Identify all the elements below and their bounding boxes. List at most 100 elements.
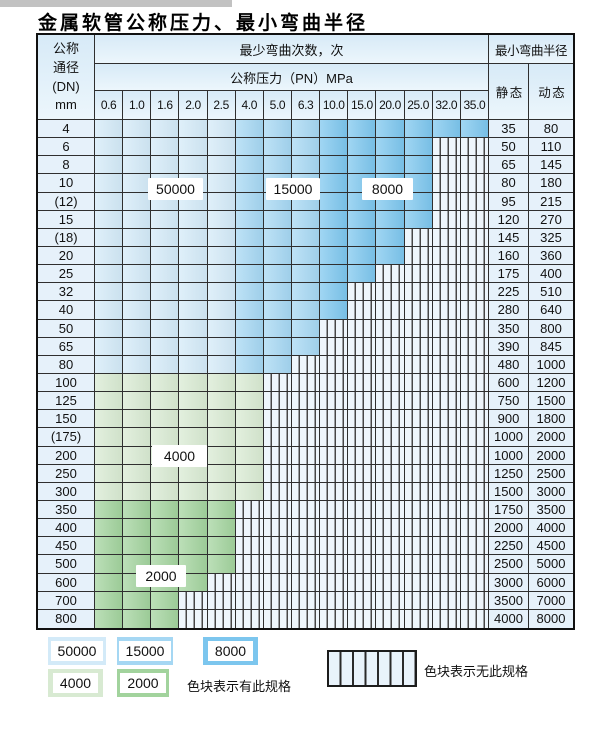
spec-cell — [235, 265, 264, 284]
no-spec-cell — [291, 537, 321, 556]
spec-cell — [151, 138, 180, 157]
legend-swatch-15000: 15000 — [117, 637, 173, 665]
no-spec-cell — [320, 392, 349, 411]
no-spec-cell — [348, 392, 377, 411]
dn-cell: 250 — [38, 464, 95, 483]
spec-cell — [95, 301, 124, 320]
no-spec-cell — [320, 319, 349, 338]
spec-cell — [151, 519, 180, 538]
dynamic-radius-cell: 4500 — [528, 537, 573, 556]
dynamic-radius-cell: 4000 — [528, 519, 573, 538]
spec-cell — [207, 392, 236, 411]
static-radius-cell: 175 — [488, 265, 529, 284]
spec-cell — [95, 265, 124, 284]
spec-cell — [263, 210, 292, 229]
spec-cell — [207, 482, 236, 501]
spec-cell — [179, 120, 208, 139]
no-spec-cell — [320, 519, 349, 538]
table-row: (12) 95 215 — [38, 192, 573, 211]
spec-cell — [404, 210, 433, 229]
spec-cell — [320, 210, 349, 229]
dynamic-radius-cell: 510 — [528, 283, 573, 302]
static-radius-cell: 1000 — [488, 446, 529, 465]
no-spec-cell — [348, 464, 377, 483]
pressure-value-header: 10.0 — [320, 91, 349, 120]
bend-times-header: 最少弯曲次数，次 — [95, 35, 489, 64]
no-spec-cell — [263, 591, 292, 610]
spec-cell — [207, 174, 236, 193]
spec-cell — [235, 192, 264, 211]
dynamic-radius-cell: 8000 — [528, 609, 573, 628]
spec-cell — [348, 210, 377, 229]
spec-cell — [179, 500, 208, 520]
cycle-label-8000: 8000 — [362, 178, 413, 200]
spec-cell — [404, 120, 433, 139]
dn-cell: 450 — [38, 537, 95, 556]
spec-cell — [291, 246, 321, 266]
spec-cell — [320, 301, 349, 320]
table-row: 800 4000 8000 — [38, 609, 573, 628]
dn-cell: 600 — [38, 573, 95, 592]
spec-cell — [179, 319, 208, 338]
spec-cell — [207, 464, 236, 483]
spec-cell — [151, 265, 180, 284]
no-spec-cell — [460, 355, 489, 374]
pressure-value-header: 1.6 — [151, 91, 180, 120]
no-spec-cell — [235, 573, 264, 592]
table-row: 4 35 80 — [38, 120, 573, 139]
spec-cell — [123, 337, 152, 356]
spec-cell — [123, 591, 152, 610]
no-spec-cell — [404, 410, 433, 429]
no-spec-cell — [432, 228, 461, 247]
spec-cell — [151, 428, 180, 447]
dynamic-radius-cell: 180 — [528, 174, 573, 193]
static-radius-cell: 2500 — [488, 555, 529, 574]
table-row: 125 750 1500 — [38, 392, 573, 411]
spec-cell — [179, 265, 208, 284]
no-spec-cell — [263, 537, 292, 556]
spec-cell — [320, 265, 349, 284]
spec-cell — [179, 392, 208, 411]
spec-cell — [123, 192, 152, 211]
dn-cell: 300 — [38, 482, 95, 501]
no-spec-cell — [291, 446, 321, 465]
dn-cell: 100 — [38, 373, 95, 393]
no-spec-cell — [432, 138, 461, 157]
spec-cell — [207, 555, 236, 574]
spec-cell — [179, 138, 208, 157]
spec-cell — [151, 482, 180, 501]
no-spec-cell — [432, 192, 461, 211]
dynamic-radius-cell: 5000 — [528, 555, 573, 574]
page-title: 金属软管公称压力、最小弯曲半径 — [38, 12, 369, 34]
legend-has-spec-text: 色块表示有此规格 — [187, 679, 292, 694]
spec-cell — [404, 138, 433, 157]
dynamic-radius-cell: 7000 — [528, 591, 573, 610]
spec-cell — [263, 246, 292, 266]
spec-cell — [123, 446, 152, 465]
table-row: 250 1250 2500 — [38, 464, 573, 483]
spec-cell — [95, 138, 124, 157]
no-spec-cell — [404, 319, 433, 338]
spec-cell — [207, 446, 236, 465]
no-spec-cell — [291, 609, 321, 628]
spec-cell — [123, 537, 152, 556]
no-spec-cell — [376, 555, 405, 574]
no-spec-cell — [432, 428, 461, 447]
pressure-value-header: 20.0 — [376, 91, 405, 120]
dynamic-radius-cell: 3500 — [528, 500, 573, 520]
no-spec-cell — [432, 392, 461, 411]
no-spec-cell — [460, 246, 489, 266]
no-spec-cell — [348, 410, 377, 429]
table-row: 50 350 800 — [38, 319, 573, 338]
spec-cell — [348, 228, 377, 247]
no-spec-cell — [376, 283, 405, 302]
no-spec-cell — [460, 301, 489, 320]
pressure-header: 公称压力（PN）MPa — [95, 64, 489, 91]
spec-cell — [95, 337, 124, 356]
spec-cell — [207, 156, 236, 175]
no-spec-cell — [348, 482, 377, 501]
static-radius-cell: 4000 — [488, 609, 529, 628]
spec-cell — [235, 283, 264, 302]
no-spec-cell — [320, 591, 349, 610]
no-spec-cell — [460, 591, 489, 610]
